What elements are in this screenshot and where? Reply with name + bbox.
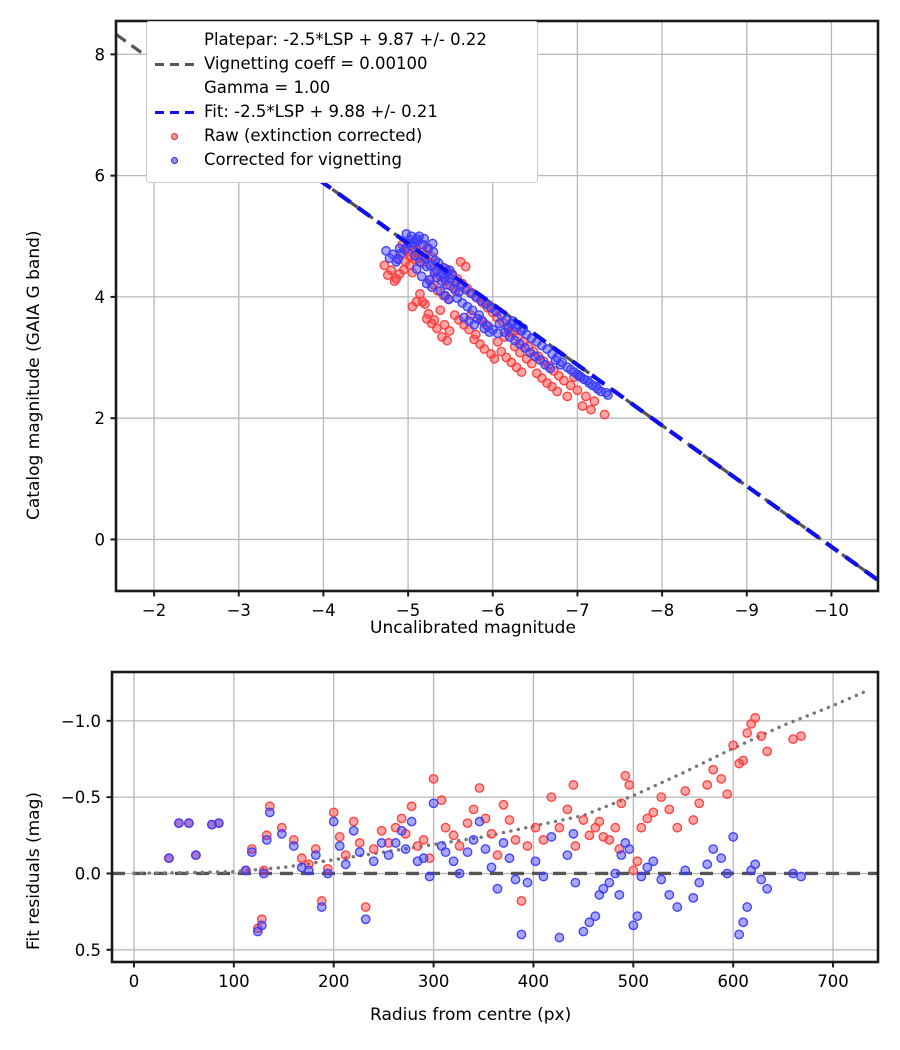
svg-text:8: 8 — [95, 45, 106, 64]
legend-key-raw — [154, 126, 196, 146]
bottom-xaxis-label: Radius from centre (px) — [370, 1005, 572, 1025]
legend-key-fit — [154, 102, 196, 122]
legend-key-platepar — [154, 30, 196, 50]
legend-key-gamma — [154, 78, 196, 98]
legend-item-platepar: Platepar: -2.5*LSP + 9.87 +/- 0.22 — [154, 28, 528, 52]
svg-text:−7: −7 — [565, 601, 589, 620]
series-corrected — [164, 798, 807, 943]
svg-text:6: 6 — [95, 167, 106, 186]
legend-item-raw: Raw (extinction corrected) — [154, 124, 528, 148]
axes-frame — [110, 670, 880, 964]
tick-marks: 0 100 200 300 400 500 600 700 0.5 0.0 −0.5 −1.0 — [61, 712, 849, 991]
svg-text:100: 100 — [218, 972, 250, 991]
svg-text:−10: −10 — [814, 601, 849, 620]
plot-legend: Platepar: -2.5*LSP + 9.87 +/- 0.22 Vigne… — [146, 21, 538, 183]
svg-text:700: 700 — [817, 972, 849, 991]
dashed-gray-line-icon — [155, 63, 195, 66]
svg-text:−2: −2 — [142, 601, 166, 620]
series-corrected — [381, 228, 613, 401]
legend-item-corrected: Corrected for vignetting — [154, 148, 528, 172]
svg-text:300: 300 — [418, 972, 450, 991]
svg-text:−9: −9 — [735, 601, 759, 620]
svg-text:−5: −5 — [396, 601, 420, 620]
svg-text:−3: −3 — [227, 601, 251, 620]
legend-item-fit: Fit: -2.5*LSP + 9.88 +/- 0.21 — [154, 100, 528, 124]
svg-text:400: 400 — [518, 972, 550, 991]
svg-text:−0.5: −0.5 — [61, 788, 101, 807]
legend-label-raw: Raw (extinction corrected) — [204, 126, 423, 145]
blue-marker-icon — [171, 157, 178, 164]
photometric-calibration-panel: −2 −3 −4 −5 −6 −7 −8 −9 −10 0 2 4 6 8 Uncalibrated ma… — [24, 19, 880, 638]
fit-residuals-plot: 0 100 200 300 400 500 600 700 0.5 0.0 −0.5 −1.0 — [61, 670, 880, 991]
svg-text:−1.0: −1.0 — [61, 712, 101, 731]
svg-text:4: 4 — [95, 288, 106, 307]
legend-key-vignetting-coeff — [154, 54, 196, 74]
svg-text:0.0: 0.0 — [75, 864, 101, 883]
legend-key-corrected — [154, 150, 196, 170]
fit-residuals-panel: 0 100 200 300 400 500 600 700 0.5 0.0 −0.5 −1.0 Rad… — [0, 650, 900, 1050]
bottom-yaxis-label: Fit residuals (mag) — [24, 792, 44, 950]
svg-text:−4: −4 — [311, 601, 335, 620]
svg-text:0.5: 0.5 — [75, 941, 101, 960]
top-yaxis-label: Catalog magnitude (GAIA G band) — [24, 230, 44, 520]
legend-label-corrected: Corrected for vignetting — [204, 150, 402, 169]
top-xaxis-label: Uncalibrated magnitude — [370, 618, 576, 638]
svg-text:−6: −6 — [481, 601, 505, 620]
legend-label-gamma: Gamma = 1.00 — [204, 78, 331, 97]
red-marker-icon — [171, 133, 178, 140]
legend-item-vignetting-coeff: Vignetting coeff = 0.00100 — [154, 52, 528, 76]
svg-text:2: 2 — [95, 409, 106, 428]
svg-text:0: 0 — [129, 972, 140, 991]
svg-text:−8: −8 — [650, 601, 674, 620]
legend-label-platepar: Platepar: -2.5*LSP + 9.87 +/- 0.22 — [204, 30, 487, 49]
tick-marks: −2 −3 −4 −5 −6 −7 −8 −9 −10 0 2 4 6 8 — [95, 45, 849, 620]
legend-label-fit: Fit: -2.5*LSP + 9.88 +/- 0.21 — [204, 102, 438, 121]
legend-label-vignetting-coeff: Vignetting coeff = 0.00100 — [204, 54, 428, 73]
svg-text:0: 0 — [95, 530, 106, 549]
vignetting-curve — [132, 688, 870, 875]
series-raw — [164, 712, 807, 934]
svg-text:500: 500 — [618, 972, 650, 991]
gridlines — [112, 672, 878, 962]
svg-text:600: 600 — [717, 972, 749, 991]
legend-item-gamma: Gamma = 1.00 — [154, 76, 528, 100]
svg-text:200: 200 — [318, 972, 350, 991]
dashed-blue-line-icon — [155, 111, 195, 114]
